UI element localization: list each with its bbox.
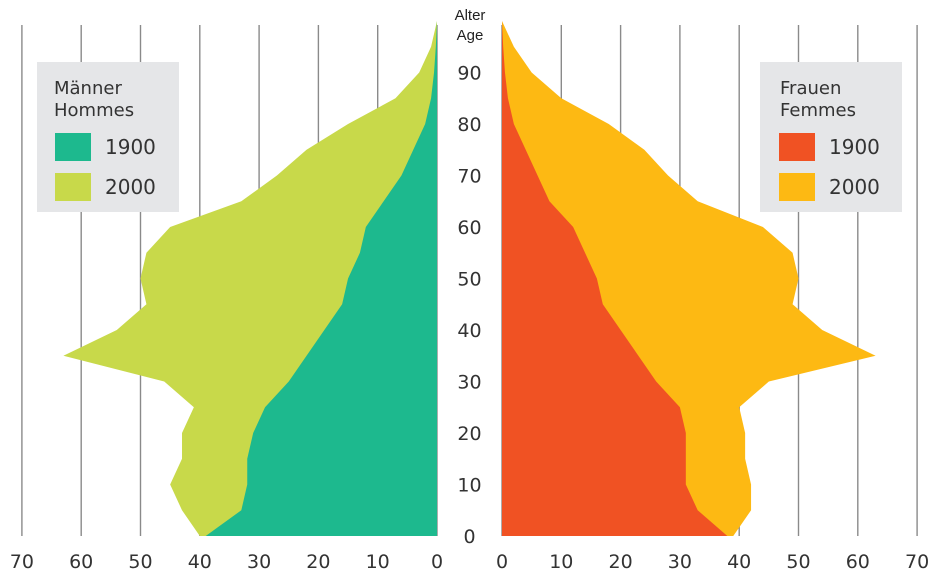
age-tick-50: 50 (457, 269, 481, 291)
x-tick-right-50: 50 (786, 551, 810, 573)
age-tick-0: 0 (463, 526, 475, 548)
age-tick-40: 40 (457, 320, 481, 342)
legend-women-title-de: Frauen (780, 78, 841, 99)
x-tick-right-70: 70 (905, 551, 929, 573)
x-tick-left-0: 0 (431, 551, 443, 573)
pyramid-areas (63, 21, 876, 536)
legend-men-2000-swatch (55, 173, 91, 201)
x-tick-right-0: 0 (496, 551, 508, 573)
legend-women-2000-label: 2000 (829, 175, 880, 199)
legend-women: Frauen Femmes 1900 2000 (760, 62, 902, 212)
legend-women-title-fr: Femmes (780, 100, 856, 121)
x-tick-left-20: 20 (306, 551, 330, 573)
x-tick-right-20: 20 (609, 551, 633, 573)
x-tick-left-30: 30 (247, 551, 271, 573)
age-tick-60: 60 (457, 217, 481, 239)
legend-men-title-fr: Hommes (54, 100, 134, 121)
age-tick-30: 30 (457, 372, 481, 394)
legend-men-1900-label: 1900 (105, 135, 156, 159)
legend-men-2000-label: 2000 (105, 175, 156, 199)
age-axis-title-de: Alter (455, 7, 486, 24)
x-tick-right-10: 10 (549, 551, 573, 573)
legend-women-1900-swatch (779, 133, 815, 161)
age-tick-90: 90 (457, 63, 481, 85)
age-tick-80: 80 (457, 114, 481, 136)
age-tick-20: 20 (457, 423, 481, 445)
age-tick-70: 70 (457, 166, 481, 188)
x-tick-left-10: 10 (366, 551, 390, 573)
age-tick-10: 10 (457, 475, 481, 497)
x-tick-left-50: 50 (128, 551, 152, 573)
x-tick-left-40: 40 (188, 551, 212, 573)
legend-men-title-de: Männer (54, 78, 122, 99)
x-tick-right-40: 40 (727, 551, 751, 573)
x-tick-right-30: 30 (668, 551, 692, 573)
area-women-1900 (502, 21, 728, 536)
legend-men: Männer Hommes 1900 2000 (37, 62, 179, 212)
x-tick-left-70: 70 (10, 551, 34, 573)
x-axis-ticks: 70 60 50 40 30 20 10 0 0 10 20 30 40 50 60 70 (10, 551, 929, 573)
legend-men-1900-swatch (55, 133, 91, 161)
legend-women-1900-label: 1900 (829, 135, 880, 159)
area-men-1900 (205, 21, 437, 536)
x-tick-left-60: 60 (69, 551, 93, 573)
age-axis-title-fr: Age (457, 27, 484, 44)
age-axis-ticks: 0 10 20 30 40 50 60 70 80 90 (457, 63, 481, 549)
legend-women-2000-swatch (779, 173, 815, 201)
x-tick-right-60: 60 (846, 551, 870, 573)
